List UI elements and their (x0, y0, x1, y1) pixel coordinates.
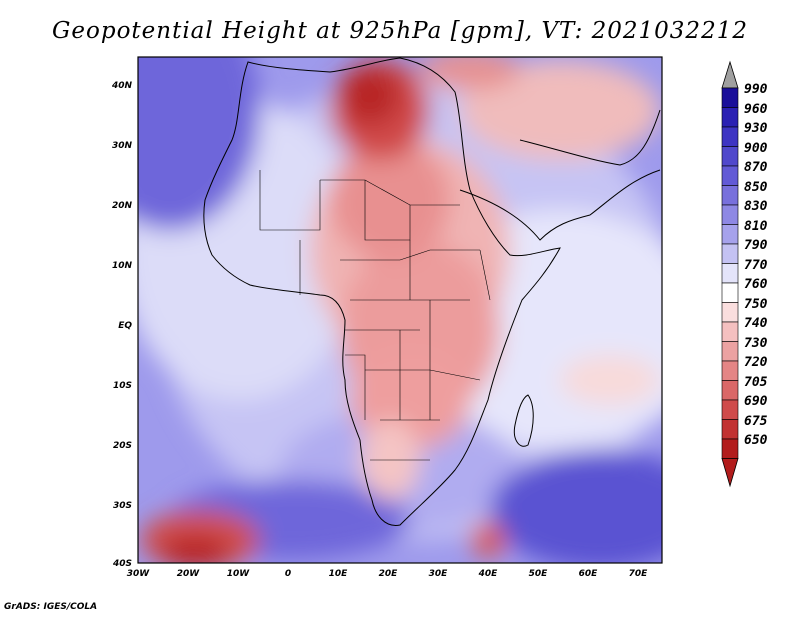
legend-swatch (721, 224, 739, 245)
lat-label-30n: 30N (112, 141, 133, 151)
legend-label: 740 (744, 316, 768, 331)
legend-arrow-top (721, 60, 739, 89)
legend-label: 850 (744, 180, 768, 195)
lon-label-0: 0 (285, 569, 291, 579)
legend-swatch (721, 126, 739, 147)
lon-label-20w: 20W (177, 569, 201, 579)
map-frame (137, 56, 663, 564)
legend-swatch (721, 302, 739, 323)
legend-swatch (721, 87, 739, 108)
legend-label: 760 (744, 277, 768, 292)
geopotential-field (138, 57, 662, 563)
legend-swatch (721, 107, 739, 128)
legend-label: 870 (744, 160, 768, 175)
lat-label-30s: 30S (113, 501, 132, 511)
lat-label-20s: 20S (113, 441, 132, 451)
legend-label: 705 (744, 375, 768, 390)
legend-swatch (721, 146, 739, 167)
lat-label-10n: 10N (112, 261, 133, 271)
legend-label: 750 (744, 297, 768, 312)
legend-label: 675 (744, 414, 768, 429)
legend-swatch (721, 282, 739, 303)
legend-swatch (721, 263, 739, 284)
legend-swatch (721, 321, 739, 342)
legend-swatch (721, 399, 739, 420)
lat-label-eq: EQ (118, 321, 132, 331)
coastlines (203, 57, 661, 526)
legend-label: 690 (744, 394, 768, 409)
lon-label-10e: 10E (329, 569, 349, 579)
country-borders (259, 170, 491, 461)
legend-swatch (721, 185, 739, 206)
legend-label: 930 (744, 121, 768, 136)
chart-title: Geopotential Height at 925hPa [gpm], VT:… (52, 18, 748, 44)
legend-label: 770 (744, 258, 768, 273)
legend-arrow-bottom (721, 458, 739, 488)
legend-label: 810 (744, 219, 768, 234)
legend-swatch (721, 165, 739, 186)
lon-label-60e: 60E (579, 569, 599, 579)
lon-label-10w: 10W (227, 569, 251, 579)
lat-label-40n: 40N (111, 81, 133, 91)
lon-label-70e: 70E (629, 569, 649, 579)
lat-label-40s: 40S (112, 559, 132, 569)
legend-swatch (721, 438, 739, 459)
legend-label: 790 (744, 238, 768, 253)
legend-label: 830 (744, 199, 768, 214)
lat-label-10s: 10S (113, 381, 132, 391)
legend-label: 720 (744, 355, 768, 370)
lon-label-30e: 30E (429, 569, 449, 579)
legend-swatch (721, 360, 739, 381)
legend-swatch (721, 380, 739, 401)
legend-swatch (721, 341, 739, 362)
lon-label-30w: 30W (127, 569, 151, 579)
legend-swatch (721, 419, 739, 440)
lon-label-20e: 20E (379, 569, 399, 579)
legend-swatch (721, 204, 739, 225)
legend-label: 960 (744, 102, 768, 117)
legend-swatch (721, 243, 739, 264)
legend-label: 900 (744, 141, 768, 156)
lon-label-50e: 50E (529, 569, 549, 579)
legend-label: 650 (744, 433, 768, 448)
lat-label-20n: 20N (112, 201, 133, 211)
legend-label: 730 (744, 336, 768, 351)
color-legend (721, 60, 739, 488)
lon-label-40e: 40E (478, 569, 499, 579)
legend-label: 990 (744, 82, 768, 97)
footer-credit: GrADS: IGES/COLA (4, 602, 98, 612)
